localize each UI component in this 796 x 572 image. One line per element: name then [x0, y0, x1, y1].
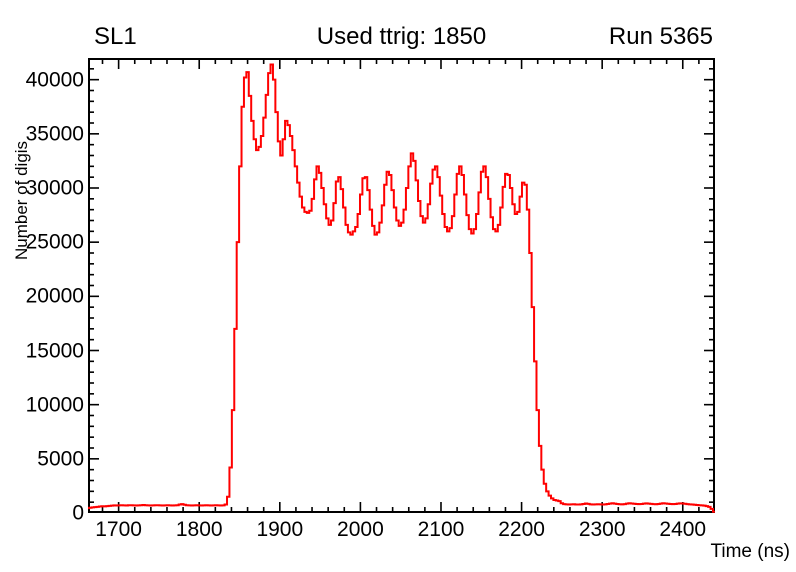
y-tick-label: 35000 — [25, 122, 84, 146]
y-tick-label: 40000 — [25, 68, 84, 92]
run-label: Run 5365 — [608, 23, 713, 50]
plot-title: Used ttrig: 1850 — [316, 23, 487, 50]
x-tick-label: 2200 — [498, 518, 545, 541]
x-axis-title: Time (ns) — [710, 541, 790, 562]
x-tick-label: 1900 — [256, 518, 304, 541]
y-tick-label: 5000 — [37, 447, 84, 471]
y-tick-label: 0 — [72, 501, 84, 525]
y-tick-label: 30000 — [25, 176, 84, 200]
y-axis-title: Number of digis — [12, 140, 31, 260]
x-tick-label: 2000 — [337, 518, 384, 541]
x-tick-label: 1700 — [95, 518, 142, 541]
y-tick-label: 20000 — [25, 284, 84, 308]
y-tick-label: 25000 — [25, 230, 84, 254]
plot-frame — [88, 58, 715, 513]
x-tick-label: 1800 — [175, 518, 223, 541]
y-tick-label: 10000 — [25, 393, 84, 417]
x-tick-label: 2300 — [578, 518, 626, 541]
histogram-plot — [88, 58, 715, 513]
x-tick-label: 2400 — [659, 518, 707, 541]
superlayer-label: SL1 — [94, 23, 137, 50]
y-tick-label: 15000 — [25, 339, 84, 362]
title-row: SL1 Used ttrig: 1850 Run 5365 — [88, 22, 715, 52]
x-tick-label: 2100 — [417, 518, 465, 541]
